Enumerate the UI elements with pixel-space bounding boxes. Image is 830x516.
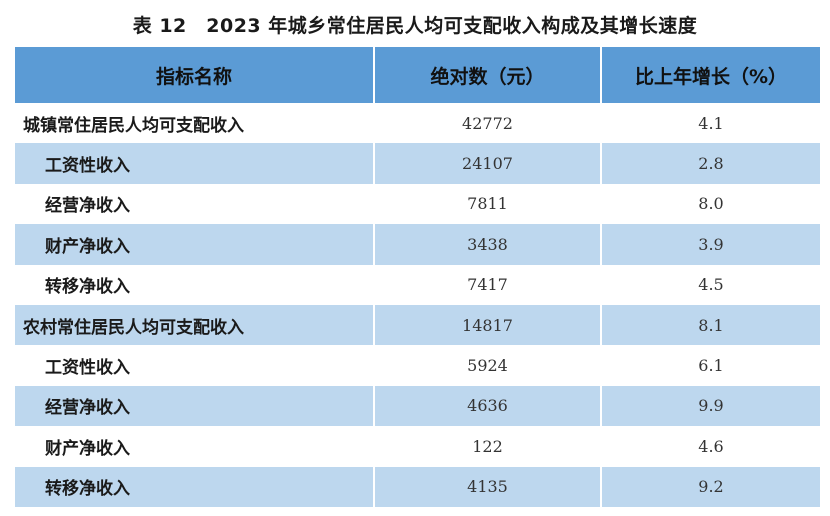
row-name: 经营净收入 (15, 183, 375, 225)
table-row: 转移净收入 4135 9.2 (15, 466, 820, 507)
table-row: 财产净收入 3438 3.9 (15, 224, 820, 265)
row-value: 122 (375, 426, 602, 467)
row-growth: 6.1 (698, 356, 724, 376)
row-value: 7417 (375, 264, 602, 305)
row-name: 转移净收入 (15, 264, 375, 305)
row-name: 经营净收入 (15, 385, 375, 427)
row-value: 4135 (375, 466, 602, 507)
row-value: 42772 (375, 103, 602, 144)
table-row: 经营净收入 4636 9.9 (15, 385, 820, 427)
table-row: 转移净收入 7417 4.5 (15, 264, 820, 305)
table-row: 经营净收入 7811 8.0 (15, 183, 820, 225)
table-row: 农村常住居民人均可支配收入 14817 8.1 (15, 304, 820, 346)
row-value: 14817 (375, 304, 602, 346)
row-name: 城镇常住居民人均可支配收入 (15, 103, 375, 144)
table-row: 工资性收入 24107 2.8 (15, 143, 820, 184)
row-value: 7811 (375, 183, 602, 225)
header-indicator-name: 指标名称 (15, 47, 375, 103)
row-value: 3438 (375, 224, 602, 265)
row-growth: 9.2 (602, 466, 820, 507)
table-row: 财产净收入 122 4.6 (15, 426, 820, 467)
row-growth: 4.6 (698, 436, 724, 456)
row-name: 财产净收入 (15, 426, 375, 467)
row-value: 4636 (375, 385, 602, 427)
row-growth: 3.9 (602, 224, 820, 265)
row-name: 转移净收入 (15, 466, 375, 507)
row-value: 24107 (375, 143, 602, 184)
row-growth: 8.1 (602, 304, 820, 346)
row-name: 财产净收入 (15, 224, 375, 265)
table-header-row: 指标名称 绝对数（元） 比上年增长（%） (15, 47, 820, 103)
row-growth: 9.9 (602, 385, 820, 427)
income-table: 指标名称 绝对数（元） 比上年增长（%） 城镇常住居民人均可支配收入 42772… (15, 47, 820, 507)
row-growth: 4.5 (698, 275, 724, 295)
table-row: 工资性收入 5924 6.1 (15, 345, 820, 386)
row-growth: 2.8 (602, 143, 820, 184)
row-name: 农村常住居民人均可支配收入 (15, 304, 375, 346)
row-name: 工资性收入 (15, 345, 375, 386)
header-absolute-value: 绝对数（元） (375, 47, 602, 103)
table-title: 表 12 2023 年城乡常住居民人均可支配收入构成及其增长速度 (132, 15, 698, 37)
table-row: 城镇常住居民人均可支配收入 42772 4.1 (15, 103, 820, 144)
row-value: 5924 (375, 345, 602, 386)
header-growth-rate: 比上年增长（%） (602, 47, 820, 103)
row-growth: 8.0 (698, 194, 724, 214)
row-name: 工资性收入 (15, 143, 375, 184)
row-growth: 4.1 (698, 113, 724, 133)
